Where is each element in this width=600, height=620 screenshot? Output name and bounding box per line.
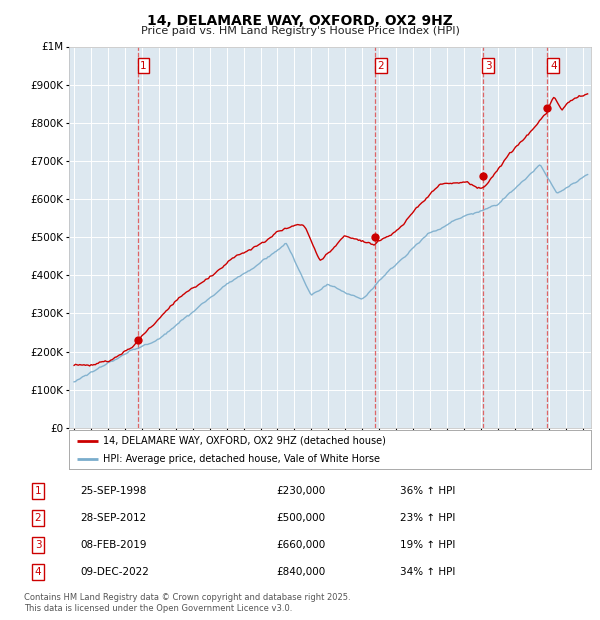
- Text: 1: 1: [35, 486, 41, 496]
- Text: HPI: Average price, detached house, Vale of White Horse: HPI: Average price, detached house, Vale…: [103, 454, 380, 464]
- Text: 34% ↑ HPI: 34% ↑ HPI: [400, 567, 455, 577]
- Text: 36% ↑ HPI: 36% ↑ HPI: [400, 486, 455, 496]
- Text: Price paid vs. HM Land Registry's House Price Index (HPI): Price paid vs. HM Land Registry's House …: [140, 26, 460, 36]
- Text: 14, DELAMARE WAY, OXFORD, OX2 9HZ: 14, DELAMARE WAY, OXFORD, OX2 9HZ: [147, 14, 453, 28]
- Text: 1: 1: [140, 61, 147, 71]
- Text: 19% ↑ HPI: 19% ↑ HPI: [400, 540, 455, 551]
- Text: £500,000: £500,000: [277, 513, 326, 523]
- Text: 14, DELAMARE WAY, OXFORD, OX2 9HZ (detached house): 14, DELAMARE WAY, OXFORD, OX2 9HZ (detac…: [103, 436, 386, 446]
- Text: £660,000: £660,000: [277, 540, 326, 551]
- Text: 23% ↑ HPI: 23% ↑ HPI: [400, 513, 455, 523]
- Text: 25-SEP-1998: 25-SEP-1998: [80, 486, 146, 496]
- Text: Contains HM Land Registry data © Crown copyright and database right 2025.
This d: Contains HM Land Registry data © Crown c…: [24, 593, 350, 613]
- Text: 2: 2: [377, 61, 384, 71]
- Text: 2: 2: [35, 513, 41, 523]
- Text: £840,000: £840,000: [277, 567, 326, 577]
- Text: 4: 4: [35, 567, 41, 577]
- Text: 08-FEB-2019: 08-FEB-2019: [80, 540, 146, 551]
- Text: 3: 3: [35, 540, 41, 551]
- Text: £230,000: £230,000: [277, 486, 326, 496]
- Text: 4: 4: [550, 61, 557, 71]
- Text: 09-DEC-2022: 09-DEC-2022: [80, 567, 149, 577]
- Text: 28-SEP-2012: 28-SEP-2012: [80, 513, 146, 523]
- Text: 3: 3: [485, 61, 491, 71]
